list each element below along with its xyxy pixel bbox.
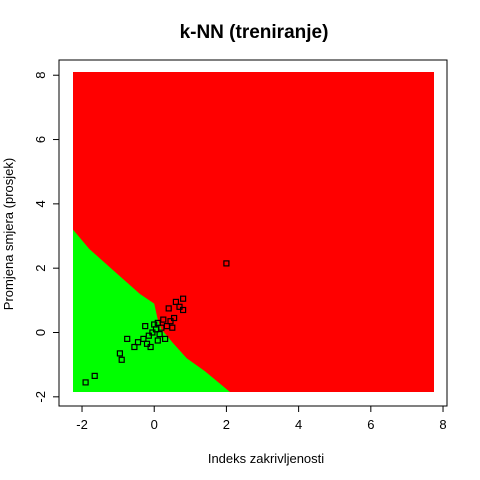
- data-point: [91, 372, 98, 379]
- x-tick-label: 2: [223, 417, 230, 432]
- data-point: [145, 332, 152, 339]
- data-point: [118, 356, 125, 363]
- data-point: [180, 306, 187, 314]
- data-point: [156, 331, 163, 338]
- data-point: [131, 343, 138, 351]
- region-green: [73, 203, 230, 392]
- y-axis-label: Promjena smjera (prosjek): [1, 158, 16, 310]
- data-point: [149, 329, 156, 336]
- data-point: [167, 318, 174, 325]
- y-tick-label: -2: [33, 391, 48, 403]
- y-tick-label: 0: [33, 329, 48, 336]
- x-axis-label: Indeks zakrivljenosti: [208, 451, 324, 466]
- data-point: [172, 298, 179, 305]
- data-point: [82, 379, 89, 386]
- y-tick-label: 2: [33, 265, 48, 272]
- x-tick-label: 8: [439, 417, 446, 432]
- x-axis: -2 0 2 4 6 8: [76, 405, 447, 432]
- data-point: [176, 303, 183, 310]
- data-point: [142, 323, 149, 330]
- data-point: [143, 340, 151, 347]
- x-tick-label: 0: [151, 417, 158, 432]
- data-point: [140, 335, 147, 342]
- data-point: [171, 314, 178, 322]
- training-points: [82, 260, 230, 386]
- x-tick-label: 4: [295, 417, 302, 432]
- data-point: [147, 343, 154, 351]
- data-point: [160, 316, 167, 323]
- data-point: [116, 350, 124, 357]
- plot-area: [73, 72, 434, 392]
- data-point: [223, 260, 230, 267]
- data-point: [124, 335, 131, 342]
- data-point: [180, 295, 187, 302]
- x-tick-label: 6: [367, 417, 374, 432]
- x-tick-label: -2: [76, 417, 88, 432]
- data-point: [165, 305, 172, 312]
- data-point: [154, 337, 161, 344]
- data-point: [162, 335, 169, 342]
- data-point: [134, 339, 142, 346]
- y-axis: -2 0 2 4 6 8: [33, 72, 60, 403]
- data-point: [154, 319, 161, 326]
- data-point: [169, 324, 176, 331]
- y-tick-label: 4: [33, 200, 48, 207]
- chart-title: k-NN (treniranje): [180, 22, 329, 43]
- y-tick-label: 8: [33, 72, 48, 79]
- y-tick-label: 6: [33, 136, 48, 143]
